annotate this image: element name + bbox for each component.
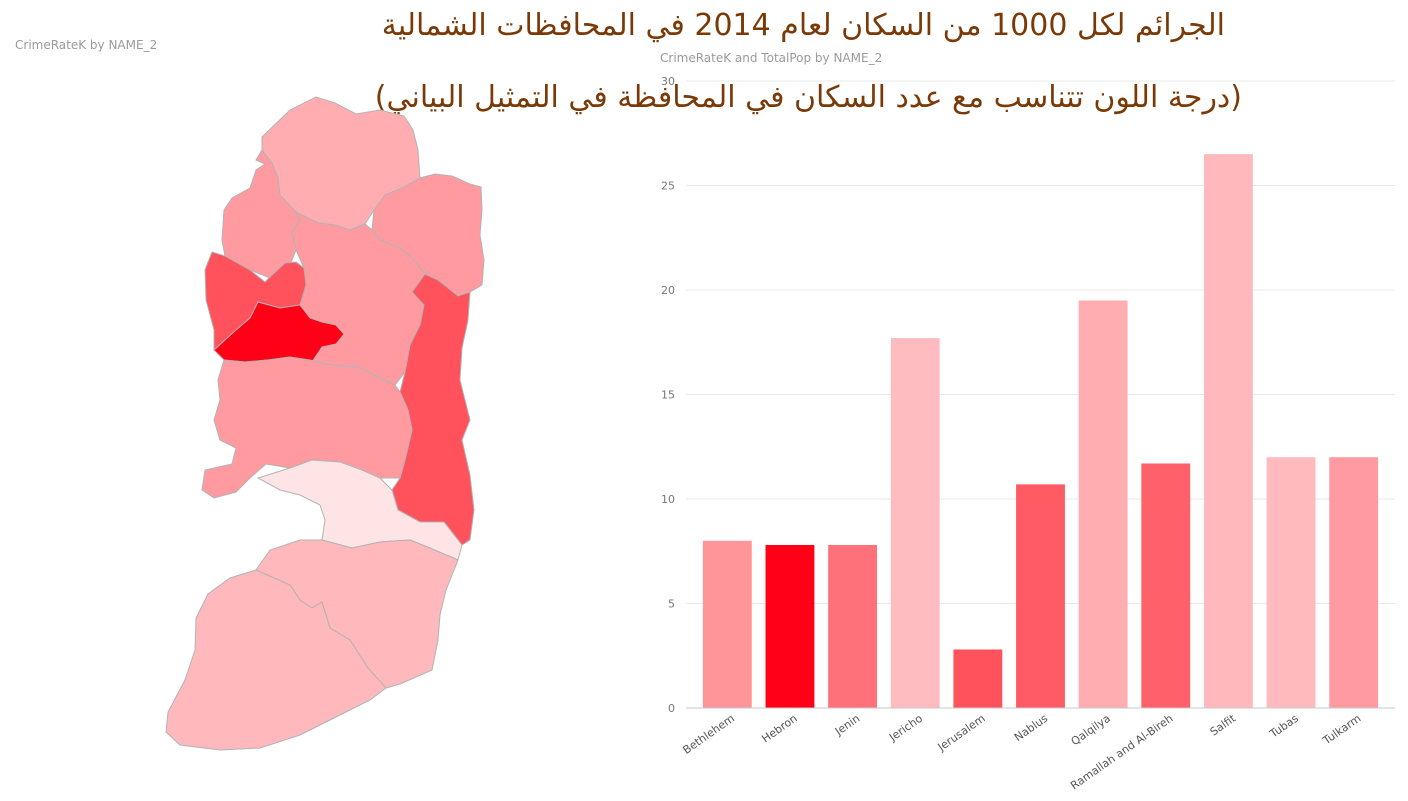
bar-ramallah-and-al-bireh[interactable] (1141, 463, 1191, 708)
x-tick-label: Bethlehem (681, 712, 738, 757)
y-axis-ticks: 0 5 10 15 20 25 30 (661, 75, 675, 715)
arabic-title: الجرائم لكل 1000 من السكان لعام 2014 في … (381, 8, 1225, 43)
x-tick-label: Tulkarm (1320, 712, 1364, 748)
x-tick-label: Salfit (1208, 711, 1239, 738)
x-tick-label: Jerusalem (935, 712, 988, 755)
bar-tulkarm[interactable] (1329, 457, 1379, 708)
bar-jericho[interactable] (890, 338, 940, 708)
x-tick-label: Jericho (886, 712, 925, 745)
bar-chart: 0 5 10 15 20 25 30 Bethlehem Hebron Jenin Jericho… (661, 75, 1395, 792)
map-region-jerusalem[interactable] (256, 459, 463, 561)
y-tick-label: 20 (661, 284, 675, 297)
bar-jenin[interactable] (828, 544, 878, 708)
y-tick-label: 5 (668, 598, 675, 611)
arabic-subtitle: (درجة اللون تتناسب مع عدد السكان في المح… (374, 80, 1242, 115)
bar-bethlehem[interactable] (702, 540, 752, 708)
x-tick-label: Hebron (759, 712, 799, 746)
bar-hebron[interactable] (765, 544, 815, 708)
x-tick-label: Qalqilya (1069, 712, 1113, 748)
y-tick-label: 30 (661, 75, 675, 88)
bar-qalqilya[interactable] (1078, 300, 1128, 708)
y-tick-label: 15 (661, 389, 675, 402)
chart-title: CrimeRateK and TotalPop by NAME_2 (660, 51, 883, 65)
map-region-hebron[interactable] (165, 569, 387, 751)
x-axis-labels: Bethlehem Hebron Jenin Jericho Jerusalem Nabl… (681, 711, 1364, 792)
bar-tubas[interactable] (1266, 457, 1316, 708)
map-region-tulkarm[interactable] (221, 149, 301, 279)
map-region-salfit[interactable] (213, 301, 345, 366)
bar-salfit[interactable] (1203, 154, 1253, 708)
bar-nablus[interactable] (1016, 484, 1065, 708)
map-title: CrimeRateK by NAME_2 (15, 38, 158, 52)
x-tick-label: Ramallah and Al-Bireh (1068, 712, 1175, 793)
x-tick-label: Jenin (832, 712, 862, 739)
x-tick-label: Nablus (1012, 712, 1051, 744)
y-tick-label: 25 (661, 180, 675, 193)
bars (702, 154, 1379, 708)
bar-jerusalem[interactable] (953, 649, 1003, 708)
choropleth-map (165, 96, 485, 751)
y-tick-label: 10 (661, 493, 675, 506)
x-tick-label: Tubas (1267, 712, 1301, 741)
y-tick-label: 0 (668, 702, 675, 715)
